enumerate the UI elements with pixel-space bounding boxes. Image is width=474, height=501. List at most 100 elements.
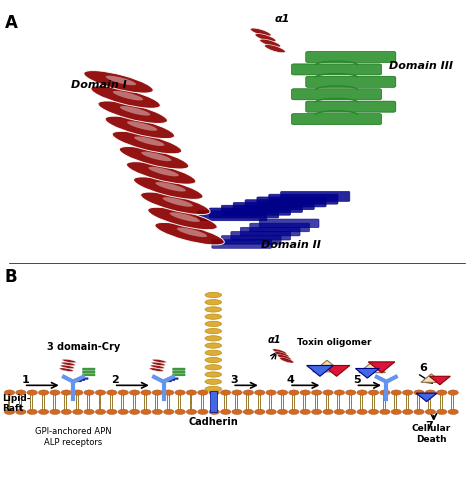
Circle shape [368, 409, 379, 415]
Circle shape [141, 390, 151, 395]
Ellipse shape [205, 343, 221, 349]
FancyBboxPatch shape [306, 77, 396, 88]
Ellipse shape [141, 152, 172, 162]
Circle shape [334, 390, 345, 395]
Circle shape [243, 390, 254, 395]
Text: 7: 7 [425, 420, 433, 430]
Circle shape [38, 409, 49, 415]
FancyBboxPatch shape [221, 206, 291, 216]
Text: Toxin oligomer: Toxin oligomer [297, 338, 372, 347]
Circle shape [50, 390, 60, 395]
Circle shape [16, 390, 26, 395]
Ellipse shape [91, 87, 160, 109]
Ellipse shape [163, 198, 193, 207]
Ellipse shape [155, 182, 186, 192]
Circle shape [425, 390, 436, 395]
FancyBboxPatch shape [292, 65, 382, 76]
Ellipse shape [275, 352, 289, 358]
Circle shape [311, 409, 322, 415]
Text: Domain II: Domain II [261, 240, 320, 250]
Text: Lipid-
Raft: Lipid- Raft [2, 393, 31, 412]
Circle shape [300, 409, 310, 415]
Circle shape [73, 390, 83, 395]
Ellipse shape [170, 213, 200, 222]
Ellipse shape [120, 107, 150, 116]
Circle shape [334, 409, 345, 415]
Ellipse shape [205, 358, 221, 363]
Circle shape [323, 409, 333, 415]
Circle shape [73, 409, 83, 415]
Text: 4: 4 [287, 374, 295, 384]
Circle shape [164, 409, 174, 415]
FancyBboxPatch shape [82, 371, 95, 373]
FancyBboxPatch shape [82, 368, 95, 370]
Ellipse shape [106, 77, 136, 86]
Circle shape [380, 409, 390, 415]
Circle shape [152, 409, 163, 415]
Circle shape [164, 390, 174, 395]
FancyBboxPatch shape [161, 380, 172, 382]
Circle shape [209, 409, 219, 415]
Circle shape [277, 390, 288, 395]
Text: GPI-anchored APN
ALP receptors: GPI-anchored APN ALP receptors [35, 426, 112, 446]
Ellipse shape [119, 147, 189, 170]
Circle shape [220, 409, 231, 415]
Circle shape [289, 390, 299, 395]
FancyBboxPatch shape [82, 374, 95, 376]
Ellipse shape [205, 379, 221, 385]
Ellipse shape [260, 40, 281, 48]
Circle shape [198, 409, 208, 415]
Circle shape [84, 409, 94, 415]
Ellipse shape [84, 72, 153, 94]
Polygon shape [368, 362, 395, 373]
Circle shape [300, 390, 310, 395]
Circle shape [50, 409, 60, 415]
Circle shape [277, 409, 288, 415]
Circle shape [448, 390, 458, 395]
Circle shape [323, 390, 333, 395]
FancyBboxPatch shape [292, 90, 382, 101]
Polygon shape [359, 362, 385, 373]
FancyBboxPatch shape [306, 52, 396, 63]
Ellipse shape [148, 208, 217, 230]
Circle shape [311, 390, 322, 395]
FancyBboxPatch shape [173, 371, 185, 373]
Circle shape [141, 409, 151, 415]
Circle shape [209, 390, 219, 395]
Ellipse shape [280, 358, 294, 363]
FancyBboxPatch shape [233, 203, 302, 213]
FancyBboxPatch shape [306, 102, 396, 113]
Text: B: B [5, 268, 18, 286]
Bar [210, 392, 217, 412]
Text: 5: 5 [353, 374, 361, 384]
Ellipse shape [59, 368, 73, 372]
FancyBboxPatch shape [210, 208, 279, 218]
Polygon shape [356, 369, 379, 378]
Ellipse shape [273, 349, 287, 355]
Ellipse shape [205, 365, 221, 370]
Circle shape [357, 390, 367, 395]
Ellipse shape [155, 223, 224, 245]
Circle shape [220, 390, 231, 395]
Ellipse shape [277, 355, 292, 360]
Text: Cellular
Death: Cellular Death [412, 423, 451, 443]
Circle shape [425, 409, 436, 415]
Ellipse shape [149, 368, 164, 372]
FancyBboxPatch shape [245, 200, 314, 210]
Circle shape [289, 409, 299, 415]
FancyBboxPatch shape [250, 224, 310, 232]
Circle shape [186, 390, 197, 395]
Ellipse shape [205, 322, 221, 327]
FancyBboxPatch shape [231, 232, 291, 240]
Text: α1: α1 [268, 334, 281, 344]
Circle shape [95, 390, 106, 395]
Circle shape [4, 409, 15, 415]
Ellipse shape [205, 315, 221, 320]
Ellipse shape [205, 293, 221, 298]
Ellipse shape [127, 122, 157, 132]
Ellipse shape [134, 137, 164, 147]
Circle shape [129, 409, 140, 415]
Polygon shape [313, 361, 341, 372]
Polygon shape [323, 366, 350, 377]
Ellipse shape [205, 300, 221, 305]
